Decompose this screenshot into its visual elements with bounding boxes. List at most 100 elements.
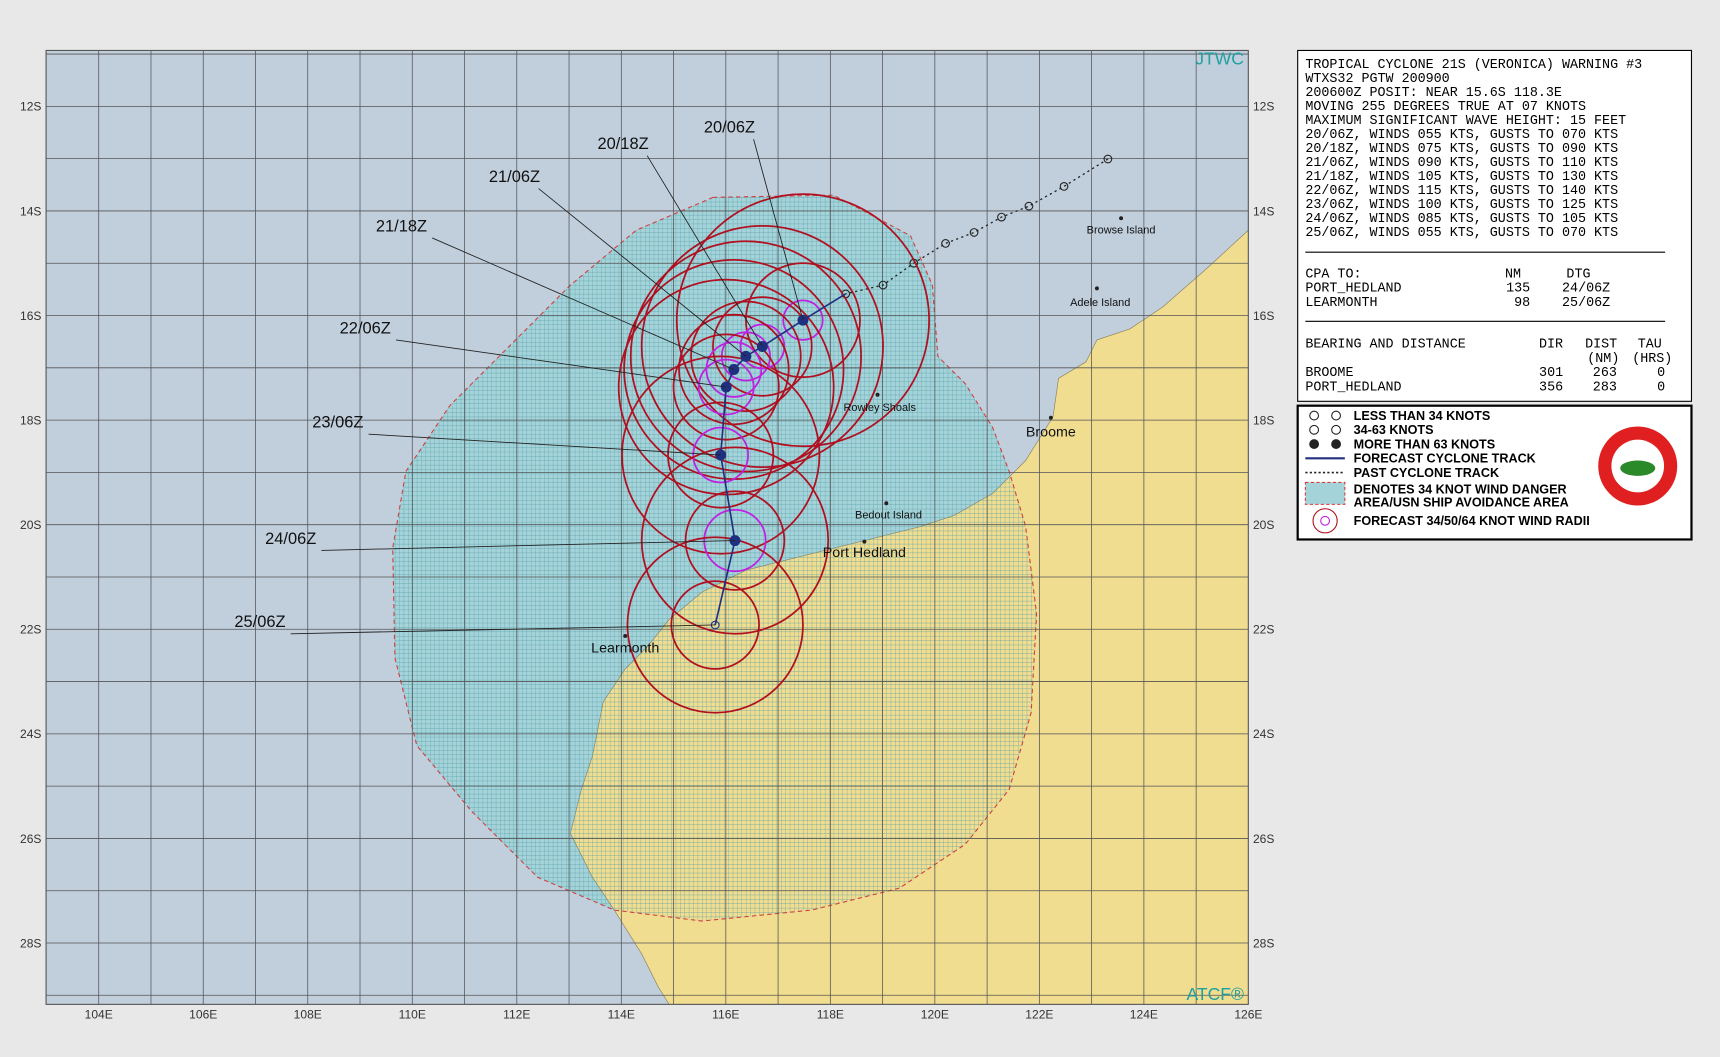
lon-label: 112E	[503, 1008, 530, 1022]
radius-34kt	[626, 536, 804, 714]
place-dot	[875, 392, 880, 397]
leader-line	[395, 339, 727, 388]
legend-icon	[1312, 508, 1338, 534]
lon-label: 120E	[921, 1008, 949, 1022]
place-name: Learmonth	[591, 640, 659, 656]
footer: ATCF®	[1187, 984, 1244, 1004]
leader-line	[646, 155, 763, 347]
lat-label: 24S	[1253, 727, 1274, 741]
place-dot	[1119, 216, 1124, 221]
forecast-position	[740, 350, 752, 362]
lat-label: 12S	[20, 100, 41, 114]
lat-label: 26S	[20, 832, 41, 846]
radius-64kt	[703, 508, 767, 573]
radius-50kt	[670, 580, 760, 670]
forecast-label: 21/18Z	[376, 217, 427, 235]
panel-text: 263	[1593, 366, 1617, 381]
radius-34kt	[617, 278, 835, 496]
panel-text: MAXIMUM SIGNIFICANT WAVE HEIGHT: 15 FEET	[1305, 114, 1626, 129]
storm-layer	[617, 154, 1113, 714]
agency: JTWC	[1195, 49, 1244, 69]
leader-line	[290, 624, 716, 635]
panel-text: 23/06Z, WINDS 100 KTS, GUSTS TO 125 KTS	[1305, 198, 1618, 213]
legend-icon	[1309, 410, 1320, 421]
panel-text: 356	[1539, 380, 1563, 395]
radius-50kt	[678, 313, 790, 426]
lon-label: 116E	[712, 1008, 739, 1022]
radius-34kt	[675, 193, 930, 448]
legend-item: PAST CYCLONE TRACK	[1354, 466, 1500, 480]
panel-text: DTG	[1566, 267, 1590, 282]
lat-label: 14S	[1253, 204, 1274, 218]
legend-icon	[1331, 424, 1342, 435]
leader-line	[368, 433, 721, 456]
legend-item: AREA/USN SHIP AVOIDANCE AREA	[1354, 496, 1569, 510]
lat-label: 20S	[1253, 518, 1274, 532]
past-position	[941, 239, 950, 248]
graticule	[46, 50, 1249, 1005]
legend-icon	[1304, 481, 1346, 505]
place-name: Broome	[1026, 424, 1076, 440]
labels: 12S 12S 14S 14S 16S 16S 18S 18S 20S 20S 22S 22S 24S 2…	[20, 49, 1274, 1022]
panel-text: 24/06Z	[1562, 282, 1610, 297]
legend-item: 34-63 KNOTS	[1354, 423, 1434, 437]
map-frame	[45, 49, 1249, 1005]
lat-label: 28S	[1253, 936, 1274, 950]
forecast-label: 20/18Z	[597, 135, 648, 153]
legend-item: FORECAST 34/50/64 KNOT WIND RADII	[1354, 514, 1590, 528]
lat-label: 12S	[1253, 100, 1274, 114]
lat-label: 16S	[1253, 309, 1274, 323]
panel-text: (NM)	[1587, 352, 1619, 367]
radius-64kt	[782, 299, 824, 341]
place-dot	[884, 501, 889, 506]
panel-text: (HRS)	[1632, 352, 1672, 367]
leader-line	[538, 188, 747, 357]
place-name: Rowley Shoals	[844, 402, 917, 414]
lon-label: 104E	[85, 1008, 113, 1022]
panel-text: 21/18Z, WINDS 105 KTS, GUSTS TO 130 KTS	[1305, 170, 1618, 185]
lat-label: 22S	[20, 623, 41, 637]
danger-area-hatch	[392, 194, 1038, 922]
past-position	[1059, 182, 1069, 191]
place-name: Bedout Island	[855, 510, 922, 522]
panel-text: 22/06Z, WINDS 115 KTS, GUSTS TO 140 KTS	[1305, 184, 1618, 199]
lon-label: 124E	[1130, 1008, 1158, 1022]
panel-text: TAU	[1638, 338, 1662, 353]
panel-text: NM	[1505, 267, 1521, 282]
panel-text: 0	[1657, 380, 1665, 395]
place-dot	[862, 539, 867, 544]
panel-text: 21/06Z, WINDS 090 KTS, GUSTS TO 110 KTS	[1305, 156, 1618, 171]
past-position	[1103, 154, 1113, 164]
leader-line	[432, 237, 735, 370]
forecast-label: 21/06Z	[489, 168, 540, 186]
legend-item: LESS THAN 34 KNOTS	[1354, 409, 1491, 423]
radius-64kt	[705, 341, 763, 398]
panel-text: PORT_HEDLAND	[1305, 380, 1401, 395]
lat-label: 24S	[20, 727, 41, 741]
past-position	[1024, 201, 1034, 211]
radius-50kt	[684, 490, 786, 591]
panel-text: 20/06Z, WINDS 055 KTS, GUSTS TO 070 KTS	[1305, 128, 1618, 143]
place-name: Adele Island	[1070, 297, 1130, 309]
legend-icon	[1309, 424, 1320, 435]
lon-label: 114E	[608, 1008, 635, 1022]
panel-text: 98	[1514, 296, 1530, 311]
panel-text: 25/06Z, WINDS 055 KTS, GUSTS TO 070 KTS	[1305, 226, 1618, 241]
place-dot	[623, 633, 628, 638]
radius-50kt	[745, 262, 861, 379]
panel-text: TROPICAL CYCLONE 21S (VERONICA) WARNING …	[1304, 58, 1672, 534]
place-dot	[1094, 286, 1099, 291]
place-name: Port Hedland	[823, 545, 906, 561]
panel-text: 301	[1539, 366, 1563, 381]
legend-icon	[1331, 439, 1342, 450]
lon-label: 108E	[294, 1008, 322, 1022]
legend-icon	[1331, 410, 1342, 421]
lon-label: 110E	[399, 1008, 426, 1022]
panel-text: DIR	[1539, 338, 1563, 353]
forecast-label: 23/06Z	[312, 414, 363, 432]
lat-label: 16S	[20, 309, 41, 323]
forecast-label: 24/06Z	[265, 530, 316, 548]
lon-label: 106E	[189, 1008, 217, 1022]
forecast-label: 20/06Z	[704, 119, 755, 137]
